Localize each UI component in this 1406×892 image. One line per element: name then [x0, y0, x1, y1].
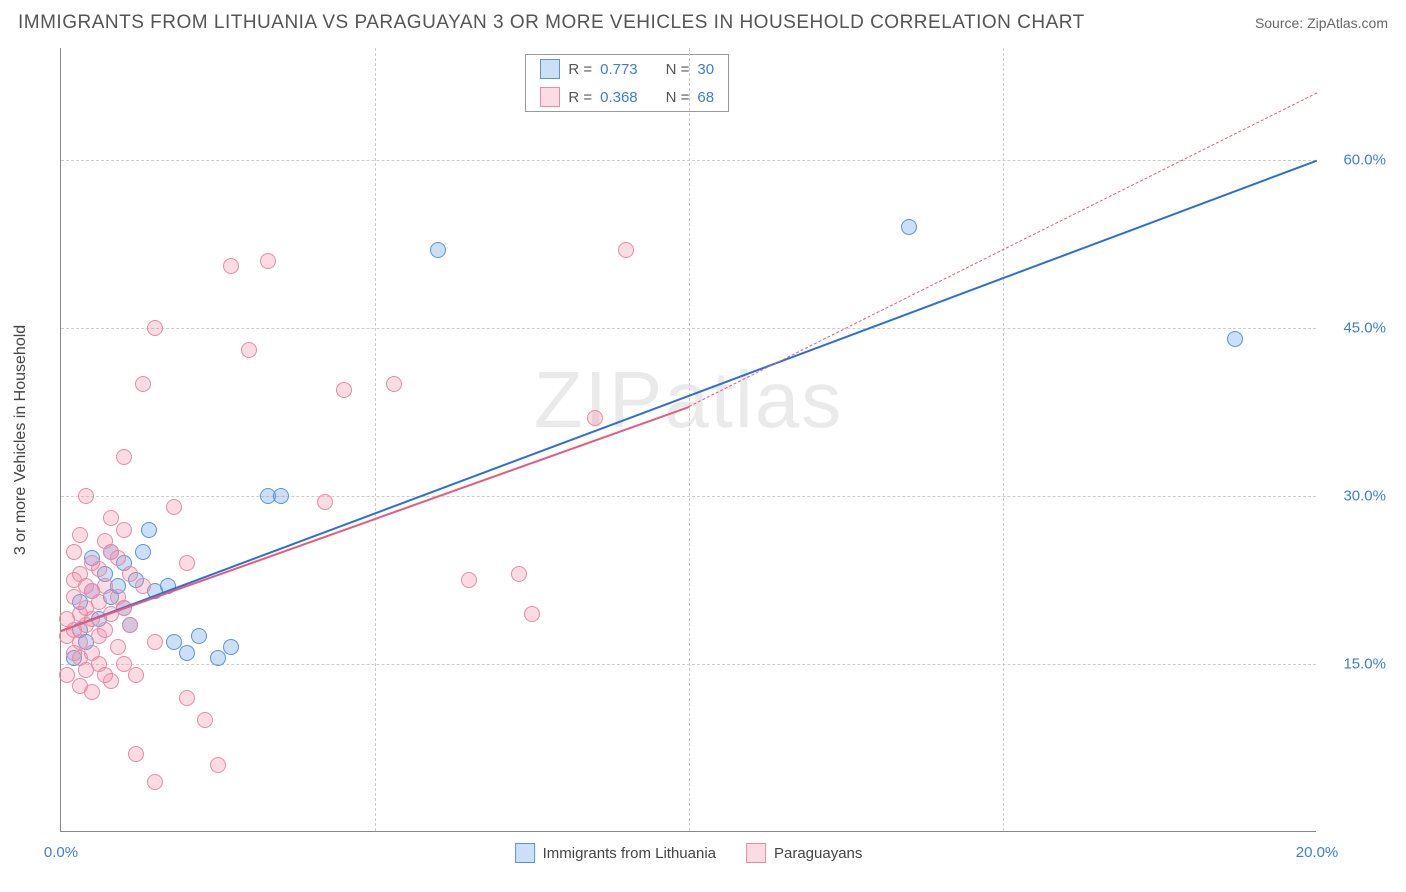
n-label: N =	[666, 89, 690, 106]
data-point	[66, 544, 82, 560]
x-tick-label: 0.0%	[44, 844, 78, 861]
data-point	[78, 488, 94, 504]
y-axis-label: 3 or more Vehicles in Household	[12, 324, 30, 554]
legend-swatch	[515, 843, 535, 863]
data-point	[587, 410, 603, 426]
data-point	[128, 667, 144, 683]
data-point	[461, 572, 477, 588]
series-label: Immigrants from Lithuania	[543, 845, 716, 862]
data-point	[524, 606, 540, 622]
gridline-vertical	[1003, 48, 1004, 831]
data-point	[72, 527, 88, 543]
data-point	[1227, 331, 1243, 347]
data-point	[179, 555, 195, 571]
n-value: 30	[697, 61, 714, 78]
data-point	[223, 258, 239, 274]
data-point	[116, 449, 132, 465]
correlation-legend: R = 0.773 N = 30 R = 0.368 N = 68	[525, 54, 729, 112]
legend-row: R = 0.368 N = 68	[526, 83, 728, 111]
data-point	[179, 690, 195, 706]
r-label: R =	[568, 89, 592, 106]
data-point	[135, 544, 151, 560]
series-label: Paraguayans	[774, 845, 862, 862]
data-point	[336, 382, 352, 398]
data-point	[128, 746, 144, 762]
data-point	[141, 522, 157, 538]
data-point	[191, 628, 207, 644]
data-point	[122, 617, 138, 633]
data-point	[260, 253, 276, 269]
data-point	[317, 494, 333, 510]
data-point	[210, 757, 226, 773]
gridline-vertical	[689, 48, 690, 831]
source-label: Source: ZipAtlas.com	[1255, 15, 1388, 31]
data-point	[135, 578, 151, 594]
r-value: 0.773	[600, 61, 638, 78]
y-tick-label: 45.0%	[1326, 320, 1386, 337]
data-point	[97, 622, 113, 638]
legend-row: R = 0.773 N = 30	[526, 55, 728, 83]
legend-swatch	[540, 87, 560, 107]
legend-swatch	[540, 59, 560, 79]
data-point	[223, 639, 239, 655]
data-point	[91, 561, 107, 577]
data-point	[618, 242, 634, 258]
series-legend: Immigrants from Lithuania Paraguayans	[515, 843, 863, 863]
scatter-plot-area: 3 or more Vehicles in Household ZIPatlas…	[60, 48, 1316, 832]
y-tick-label: 30.0%	[1326, 488, 1386, 505]
r-value: 0.368	[600, 89, 638, 106]
data-point	[179, 645, 195, 661]
data-point	[197, 712, 213, 728]
data-point	[273, 488, 289, 504]
data-point	[210, 650, 226, 666]
y-tick-label: 60.0%	[1326, 152, 1386, 169]
data-point	[135, 376, 151, 392]
y-tick-label: 15.0%	[1326, 656, 1386, 673]
r-label: R =	[568, 61, 592, 78]
series-legend-item: Immigrants from Lithuania	[515, 843, 716, 863]
data-point	[147, 774, 163, 790]
gridline-vertical	[375, 48, 376, 831]
data-point	[901, 219, 917, 235]
data-point	[103, 673, 119, 689]
data-point	[147, 320, 163, 336]
data-point	[84, 684, 100, 700]
data-point	[511, 566, 527, 582]
legend-swatch	[746, 843, 766, 863]
data-point	[147, 634, 163, 650]
data-point	[110, 550, 126, 566]
x-tick-label: 20.0%	[1296, 844, 1339, 861]
data-point	[430, 242, 446, 258]
chart-header: IMMIGRANTS FROM LITHUANIA VS PARAGUAYAN …	[18, 12, 1388, 34]
n-label: N =	[666, 61, 690, 78]
data-point	[166, 499, 182, 515]
n-value: 68	[697, 89, 714, 106]
data-point	[241, 342, 257, 358]
series-legend-item: Paraguayans	[746, 843, 862, 863]
data-point	[386, 376, 402, 392]
data-point	[116, 522, 132, 538]
data-point	[110, 639, 126, 655]
chart-title: IMMIGRANTS FROM LITHUANIA VS PARAGUAYAN …	[18, 12, 1085, 34]
